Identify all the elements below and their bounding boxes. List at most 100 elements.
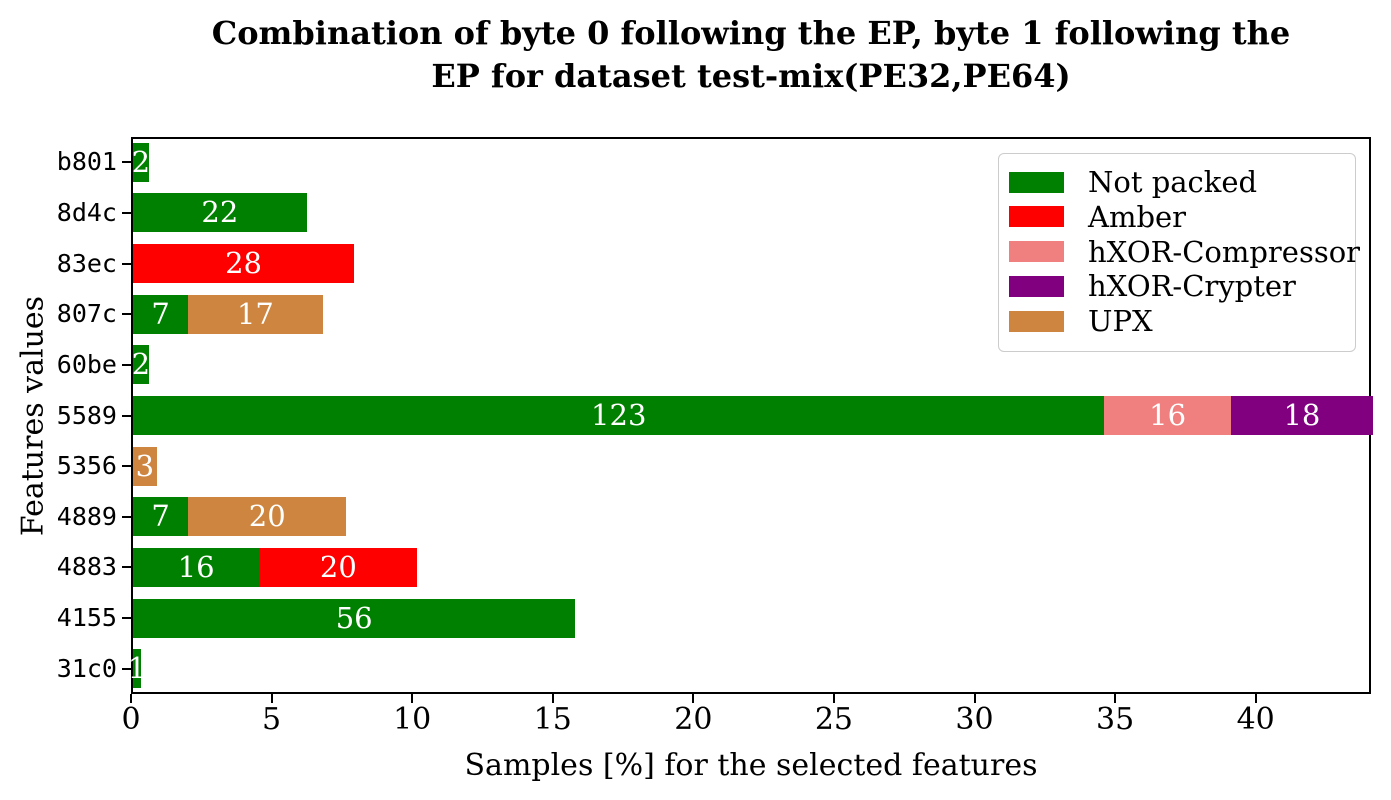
y-tick-mark [122,161,131,164]
bar-segment-not-packed: 1 [128,649,146,689]
y-tick-label-60be: 60be [56,349,117,379]
bar-row-807c: 7 17 [133,294,323,334]
x-tick-label-0: 0 [121,702,141,737]
y-tick-label-4883: 4883 [56,552,117,582]
x-tick-label-35: 35 [1096,702,1135,737]
bar-value-label: 2 [131,347,151,382]
y-tick-label-8d4c: 8d4c [56,197,117,227]
bar-segment-not-packed: 56 [133,598,576,638]
y-tick-mark [122,414,131,417]
bars-layer: 2 22 28 7 17 2 123 16 18 3 7 20 16 20 56 1 [128,139,1373,692]
legend-swatch-icon [1009,206,1064,228]
x-tick-mark [1254,694,1257,703]
bar-row-83ec: 28 [133,244,355,284]
x-tick-mark [1114,694,1117,703]
y-tick-mark [122,211,131,214]
y-tick-label-5589: 5589 [56,400,117,430]
y-tick-label-5356: 5356 [56,451,117,481]
x-tick-label-10: 10 [393,702,432,737]
bar-segment-not-packed: 7 [133,497,189,537]
y-tick-label-83ec: 83ec [56,248,117,278]
bar-row-b801: 2 [131,142,151,182]
bar-value-label: 20 [319,549,357,584]
legend-item-hxor-compressor: hXOR-Compressor [1009,235,1360,269]
y-tick-mark [122,465,131,468]
chart-title-line2: EP for dataset test-mix(PE32,PE64) [431,57,1071,95]
legend-label: UPX [1088,304,1153,338]
legend-item-not-packed: Not packed [1009,165,1347,199]
bar-value-label: 1 [127,651,147,686]
bar-value-label: 22 [201,195,239,230]
bar-value-label: 7 [151,296,170,331]
bar-value-label: 18 [1283,398,1321,432]
legend-swatch-icon [1009,310,1064,332]
bar-row-4883: 16 20 [133,547,418,587]
bar-row-31c0: 1 [128,649,146,689]
x-tick-label-5: 5 [262,702,282,737]
x-tick-mark [832,694,835,703]
bar-segment-amber: 28 [133,244,355,284]
legend-item-amber: Amber [1009,199,1347,234]
x-tick-label-40: 40 [1236,702,1275,737]
bar-segment-not-packed: 2 [131,142,151,182]
x-tick-mark [692,694,695,703]
bar-segment-hxor-compressor: 16 [1104,396,1231,435]
x-tick-mark [973,694,976,703]
bar-value-label: 28 [225,246,263,281]
legend-label: Amber [1088,199,1187,234]
bar-segment-not-packed: 22 [133,193,307,233]
y-tick-mark [122,363,131,366]
bar-segment-not-packed: 2 [131,345,151,385]
y-tick-label-b801: b801 [56,147,117,177]
bar-segment-upx: 3 [133,446,157,486]
legend-label: hXOR-Crypter [1088,269,1296,304]
y-tick-mark [122,515,131,518]
bar-segment-upx: 17 [188,294,323,334]
y-tick-label-4155: 4155 [56,603,117,633]
bar-segment-upx: 20 [188,497,347,537]
x-tick-label-25: 25 [814,702,854,737]
y-tick-label-31c0: 31c0 [56,653,117,683]
bar-value-label: 17 [236,296,274,331]
bar-row-4889: 7 20 [133,497,347,537]
bar-value-label: 16 [1149,398,1187,432]
bar-value-label: 2 [131,144,151,179]
legend: Not packed Amber hXOR-Compressor hXOR-Crypt… [998,153,1360,352]
bar-value-label: 3 [135,448,155,483]
bar-row-5589: 123 16 18 [133,396,1373,435]
bar-segment-not-packed: 123 [133,396,1105,435]
chart-title: Combination of byte 0 following the EP, … [131,12,1371,98]
y-tick-mark [122,566,131,569]
bar-segment-not-packed: 7 [133,294,189,334]
legend-swatch-icon [1009,171,1064,193]
x-tick-mark [270,694,273,703]
x-axis-label: Samples [%] for the selected features [464,748,1038,783]
x-tick-mark [551,694,554,703]
legend-swatch-icon [1009,275,1064,297]
bar-segment-not-packed: 16 [133,547,260,587]
x-tick-mark [411,694,414,703]
legend-label: hXOR-Compressor [1088,234,1361,269]
bar-value-label: 56 [335,600,373,635]
chart-title-line1: Combination of byte 0 following the EP, … [211,14,1291,52]
bar-row-4155: 56 [133,598,576,638]
y-tick-label-807c: 807c [56,299,117,329]
bar-row-5356: 3 [133,446,157,486]
x-tick-label-20: 20 [674,702,713,737]
legend-item-hxor-crypter: hXOR-Crypter [1009,269,1347,304]
x-tick-mark [130,694,132,703]
x-tick-label-30: 30 [955,702,994,737]
bar-value-label: 20 [248,499,286,534]
y-tick-mark [122,617,131,620]
legend-label: Not packed [1088,165,1258,199]
legend-item-upx: UPX [1009,304,1347,338]
bar-row-8d4c: 22 [133,193,307,233]
bar-segment-hxor-crypter: 18 [1230,396,1373,435]
x-tick-label-15: 15 [533,702,572,737]
y-tick-mark [122,667,131,670]
y-tick-mark [122,313,131,316]
bar-value-label: 123 [591,398,647,432]
y-tick-label-4889: 4889 [56,501,117,531]
bar-value-label: 16 [177,549,215,584]
